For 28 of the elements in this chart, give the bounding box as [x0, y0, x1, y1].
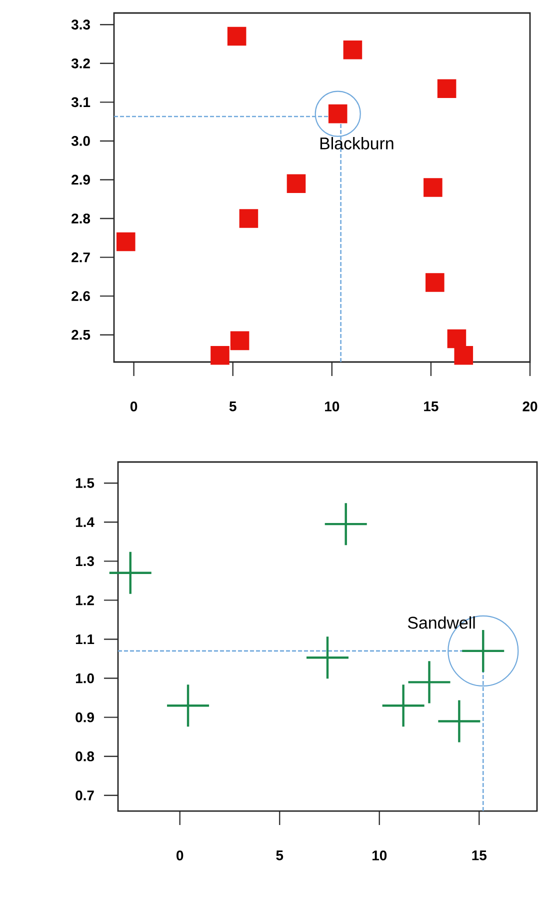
x-tick-label: 10	[372, 850, 387, 860]
x-tick-label: 0	[130, 402, 138, 412]
y-tick-label: 0.8	[76, 751, 94, 762]
y-tick-label: 2.6	[72, 291, 90, 302]
x-tick-label: 5	[276, 850, 284, 860]
x-tick-label: 15	[424, 402, 438, 412]
x-tick-label: 5	[229, 402, 236, 412]
y-tick-label: 1.1	[76, 634, 94, 644]
x-tick-label: 0	[176, 850, 184, 860]
x-tick-label: 15	[472, 850, 487, 860]
x-tick-label: 10	[325, 402, 340, 412]
y-tick-label: 1.0	[76, 673, 94, 684]
y-tick-label: 0.7	[76, 790, 94, 800]
y-tick-label: 0.9	[76, 712, 94, 722]
y-tick-label: 3.0	[71, 136, 90, 146]
x-tick-label: 20	[522, 402, 538, 412]
y-tick-label: 1.5	[76, 478, 94, 488]
y-tick-label: 2.5	[72, 330, 90, 340]
y-tick-label: 1.4	[76, 517, 94, 527]
annotation: Blackburn	[320, 137, 394, 150]
y-tick-label: 1.3	[76, 556, 94, 566]
y-tick-label: 2.7	[72, 252, 90, 262]
y-tick-label: 3.2	[71, 58, 90, 68]
y-tick-label: 3.1	[71, 97, 90, 108]
y-tick-label: 3.3	[71, 20, 90, 30]
y-tick-label: 1.2	[76, 595, 94, 606]
y-tick-label: 2.9	[72, 174, 90, 185]
y-tick-label: 2.8	[72, 214, 90, 224]
